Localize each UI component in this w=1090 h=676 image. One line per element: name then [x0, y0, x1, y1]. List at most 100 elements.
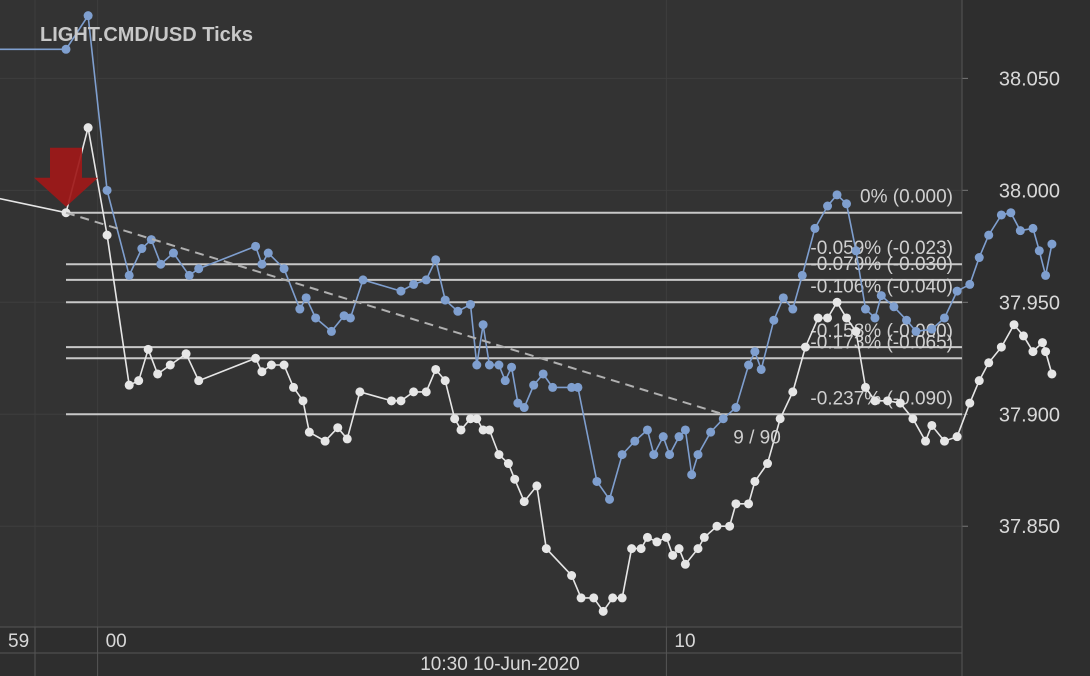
series-point [409, 387, 419, 397]
series-point [788, 387, 798, 397]
price-tick-label: 37.900 [999, 404, 1060, 426]
series-point [674, 544, 684, 554]
price-tick-label: 37.950 [999, 292, 1060, 314]
series-point [687, 470, 697, 480]
series-point [153, 369, 163, 379]
series-point [911, 326, 921, 336]
series-point [775, 414, 785, 424]
series-point [257, 259, 267, 269]
price-tick-label: 37.850 [999, 516, 1060, 538]
series-point [725, 521, 735, 531]
series-point [996, 342, 1006, 352]
chart-plot-area[interactable] [0, 0, 962, 627]
series-point [484, 360, 494, 370]
series-point [883, 396, 893, 406]
series-point [311, 313, 321, 323]
series-point [465, 300, 475, 310]
series-point [974, 376, 984, 386]
series-point [870, 396, 880, 406]
fib-level-label: 0% (0.000) [860, 187, 953, 208]
series-point [908, 414, 918, 424]
series-point [124, 380, 134, 390]
series-point [642, 425, 652, 435]
trend-line [65, 211, 724, 416]
series-point [642, 532, 652, 542]
series-point [984, 358, 994, 368]
series-point [823, 201, 833, 211]
series-point [693, 544, 703, 554]
series-point [484, 425, 494, 435]
series-point [251, 353, 261, 363]
series-point [184, 270, 194, 280]
time-axis-labels: 59 00 10 [8, 631, 696, 652]
series-point [472, 414, 482, 424]
series-point [83, 123, 93, 133]
series-point [860, 382, 870, 392]
series-point [478, 320, 488, 330]
series-point [996, 210, 1006, 220]
series-point [456, 425, 466, 435]
series-point [842, 313, 852, 323]
series-point [342, 434, 352, 444]
series-point [541, 544, 551, 554]
series-point [965, 279, 975, 289]
series-point [146, 235, 156, 245]
series-point [788, 304, 798, 314]
price-tick-label: 38.000 [999, 180, 1060, 202]
series-point [298, 396, 308, 406]
series-point [573, 382, 583, 392]
series-point [731, 403, 741, 413]
series-point [851, 326, 861, 336]
series-point [706, 427, 716, 437]
series-point [939, 436, 949, 446]
count-label: 9 / 90 [733, 427, 781, 448]
series-point [744, 499, 754, 509]
series-point [1047, 239, 1057, 249]
series-point [529, 380, 539, 390]
series-point [665, 450, 675, 460]
series-point [608, 593, 618, 603]
series-point [301, 293, 311, 303]
time-tick-label: 10 [674, 631, 695, 652]
fib-level-label: -0.106% (-0.040) [810, 276, 953, 297]
series-point [251, 241, 261, 251]
series-point [605, 494, 615, 504]
series-point [1034, 246, 1044, 256]
series-point [870, 313, 880, 323]
series-point [617, 450, 627, 460]
fib-level-label: -0.237% (-0.090) [810, 388, 953, 409]
series-point [731, 499, 741, 509]
series-point [421, 387, 431, 397]
fib-level-label: -0.079% (-0.030) [810, 254, 953, 275]
fib-level-label: -0.158% (-0.060) [810, 321, 953, 342]
series-point [756, 364, 766, 374]
series-point [592, 476, 602, 486]
series-point [842, 199, 852, 209]
series-point [832, 190, 842, 200]
series-point [1006, 208, 1016, 218]
series-point [257, 367, 267, 377]
series-point [902, 315, 912, 325]
series-point [102, 185, 112, 195]
series-point [813, 313, 823, 323]
series-point [649, 450, 659, 460]
series-point [396, 286, 406, 296]
series-point [965, 398, 975, 408]
series-point [1015, 226, 1025, 236]
series-point [763, 459, 773, 469]
series-point [519, 403, 529, 413]
series-point [137, 244, 147, 254]
series-point [939, 313, 949, 323]
series-line [0, 13, 1053, 502]
time-axis[interactable] [0, 627, 962, 676]
series-point [519, 497, 529, 507]
series-point [289, 382, 299, 392]
series-point [548, 382, 558, 392]
series-point [326, 326, 336, 336]
series-point [927, 324, 937, 334]
series-point [1047, 369, 1057, 379]
series-point [718, 414, 728, 424]
time-axis-date-label: 10:30 10-Jun-2020 [420, 654, 580, 675]
series-point [895, 398, 905, 408]
